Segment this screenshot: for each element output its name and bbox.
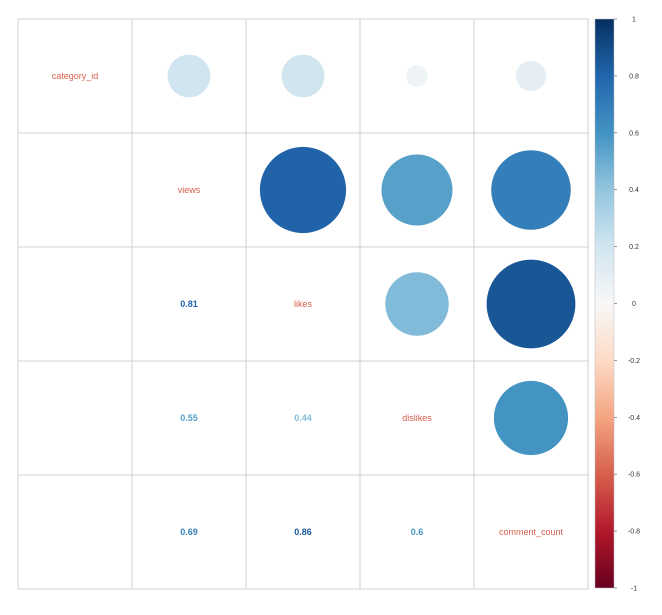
colorbar bbox=[594, 18, 615, 589]
grid-cell bbox=[359, 474, 475, 590]
colorbar-tick-label: 0.8 bbox=[629, 73, 639, 80]
grid-cell bbox=[473, 474, 589, 590]
diagonal-label: likes bbox=[294, 299, 313, 309]
grid-cell bbox=[131, 246, 247, 362]
colorbar-tick-label: 1 bbox=[632, 17, 636, 24]
correlation-value: 0.6 bbox=[411, 527, 424, 537]
correlation-value: 0.81 bbox=[180, 299, 198, 309]
colorbar-tick-label: 0.6 bbox=[629, 130, 639, 137]
grid-cell bbox=[131, 132, 247, 248]
correlation-circle bbox=[385, 272, 449, 336]
grid-cell bbox=[245, 474, 361, 590]
correlation-circle bbox=[486, 259, 576, 349]
colorbar-tick-label: -0.6 bbox=[628, 472, 640, 479]
colorbar-tick-label: -1 bbox=[631, 586, 637, 593]
correlation-value: 0.44 bbox=[294, 413, 312, 423]
correlation-circle bbox=[493, 380, 569, 456]
correlation-circle bbox=[281, 54, 325, 98]
grid-cell bbox=[17, 132, 133, 248]
colorbar-tick-label: -0.2 bbox=[628, 358, 640, 365]
correlation-circle bbox=[515, 60, 547, 92]
grid-cell bbox=[17, 18, 133, 134]
diagonal-label: views bbox=[178, 185, 201, 195]
grid-cell bbox=[131, 360, 247, 476]
grid-cell bbox=[245, 360, 361, 476]
colorbar-tick-label: 0 bbox=[632, 301, 636, 308]
correlation-circle bbox=[491, 150, 571, 230]
colorbar-tick-label: 0.2 bbox=[629, 244, 639, 251]
correlation-circle bbox=[406, 65, 428, 87]
correlation-circle bbox=[259, 146, 347, 234]
colorbar-tick-label: -0.4 bbox=[628, 415, 640, 422]
correlation-value: 0.55 bbox=[180, 413, 198, 423]
colorbar-tick-label: -0.8 bbox=[628, 529, 640, 536]
grid-cell bbox=[17, 360, 133, 476]
correlation-value: 0.69 bbox=[180, 527, 198, 537]
colorbar-tick-label: 0.4 bbox=[629, 187, 639, 194]
correlation-circle bbox=[167, 54, 211, 98]
diagonal-label: category_id bbox=[52, 71, 99, 81]
diagonal-label: dislikes bbox=[402, 413, 432, 423]
grid-cell bbox=[17, 246, 133, 362]
diagonal-label: comment_count bbox=[499, 527, 564, 537]
grid-cell bbox=[17, 474, 133, 590]
correlation-value: 0.86 bbox=[294, 527, 312, 537]
grid-cell bbox=[359, 360, 475, 476]
grid-cell bbox=[131, 474, 247, 590]
correlation-circle bbox=[381, 154, 453, 226]
